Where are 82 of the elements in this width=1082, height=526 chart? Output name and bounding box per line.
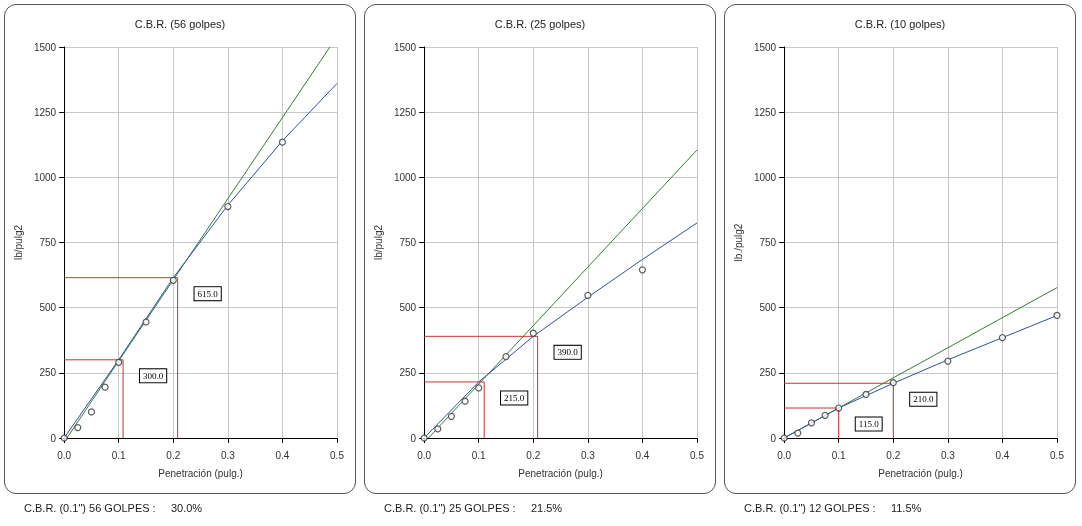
point	[502, 353, 510, 361]
y-tick-label: 750	[399, 237, 417, 248]
annotation: 115.0	[858, 419, 880, 430]
y-tick-label: 500	[399, 302, 417, 314]
y-axis-title: lb/pulg2	[372, 224, 384, 261]
point	[434, 425, 442, 433]
annotation: 210.0	[913, 394, 934, 405]
chart-title: C.B.R. (10 golpes)	[854, 17, 946, 30]
point	[998, 334, 1007, 342]
annotation: 615.0	[197, 288, 219, 299]
y-tick-label: 1250	[393, 106, 417, 118]
x-axis-title: Penetración (pulg.)	[158, 467, 243, 479]
x-axis-title: Penetración (pulg.)	[878, 467, 963, 479]
y-tick-label: 0	[50, 432, 57, 444]
x-tick-label: 0.2	[166, 449, 181, 461]
y-tick-label: 750	[759, 237, 777, 248]
y-tick-label: 1000	[393, 171, 417, 183]
x-axis-title: Penetración (pulg.)	[518, 467, 603, 479]
point	[944, 357, 952, 365]
chart-title: C.B.R. (25 golpes)	[494, 17, 586, 30]
text: C.B.R. (0.1") 56 GOLPES : 30.0%	[24, 502, 203, 514]
point	[889, 379, 897, 387]
point	[115, 358, 123, 367]
x-tick-label: 0.2	[886, 449, 901, 461]
point	[794, 429, 802, 437]
point	[807, 419, 816, 427]
y-tick-label: 250	[399, 367, 417, 379]
y-tick-label: 1000	[33, 171, 57, 183]
point	[224, 202, 232, 211]
point	[638, 266, 647, 274]
x-tick-label: 0.3	[220, 449, 236, 461]
x-tick-label: 0.0	[417, 449, 432, 461]
text: C.B.R. (0.1") 12 GOLPES : 11.5%	[744, 502, 922, 514]
y-tick-label: 1250	[33, 106, 57, 118]
point	[278, 138, 287, 146]
point	[529, 329, 537, 337]
y-axis-title: lb/pulg2	[12, 224, 24, 261]
x-tick-label: 0.0	[57, 449, 72, 461]
x-tick-label: 0.1	[831, 449, 847, 461]
chart-title: C.B.R. (56 golpes)	[134, 17, 226, 30]
y-tick-label: 500	[39, 302, 57, 314]
point	[87, 408, 96, 416]
y-axis-title: lb./pulg2	[732, 223, 744, 262]
y-tick-label: 250	[759, 367, 777, 379]
x-tick-label: 0.1	[471, 449, 487, 461]
y-tick-label: 0	[770, 432, 777, 444]
point	[461, 397, 469, 405]
y-tick-label: 750	[39, 237, 57, 248]
point	[142, 318, 150, 326]
point	[1053, 311, 1061, 320]
point	[821, 411, 829, 419]
point	[101, 383, 109, 391]
y-tick-label: 1500	[753, 41, 777, 53]
annotation: 215.0	[504, 392, 525, 403]
x-tick-label: 0.2	[526, 449, 541, 461]
y-tick-label: 250	[39, 367, 57, 379]
x-tick-label: 0.4	[635, 449, 650, 461]
x-tick-label: 0.4	[995, 449, 1010, 461]
x-tick-label: 0.5	[1050, 449, 1065, 461]
x-tick-label: 0.0	[777, 449, 792, 461]
point	[169, 276, 177, 284]
y-tick-label: 1500	[393, 41, 417, 53]
point	[862, 390, 870, 399]
x-tick-label: 0.3	[940, 449, 956, 461]
point	[835, 404, 843, 412]
y-tick-label: 1500	[33, 41, 57, 53]
x-tick-label: 0.5	[330, 449, 345, 461]
y-tick-label: 0	[410, 432, 417, 444]
point	[447, 412, 456, 420]
point	[74, 423, 82, 432]
y-tick-label: 1250	[753, 106, 777, 118]
x-tick-label: 0.4	[275, 449, 290, 461]
point	[584, 291, 592, 300]
y-tick-label: 1000	[753, 171, 777, 183]
annotation: 390.0	[557, 347, 579, 358]
x-tick-label: 0.3	[580, 449, 596, 461]
y-tick-label: 500	[759, 302, 777, 314]
point	[475, 384, 483, 392]
text: C.B.R. (0.1") 25 GOLPES : 21.5%	[384, 502, 563, 514]
annotation: 300.0	[142, 370, 164, 381]
x-tick-label: 0.5	[690, 449, 705, 461]
x-tick-label: 0.1	[111, 449, 127, 461]
